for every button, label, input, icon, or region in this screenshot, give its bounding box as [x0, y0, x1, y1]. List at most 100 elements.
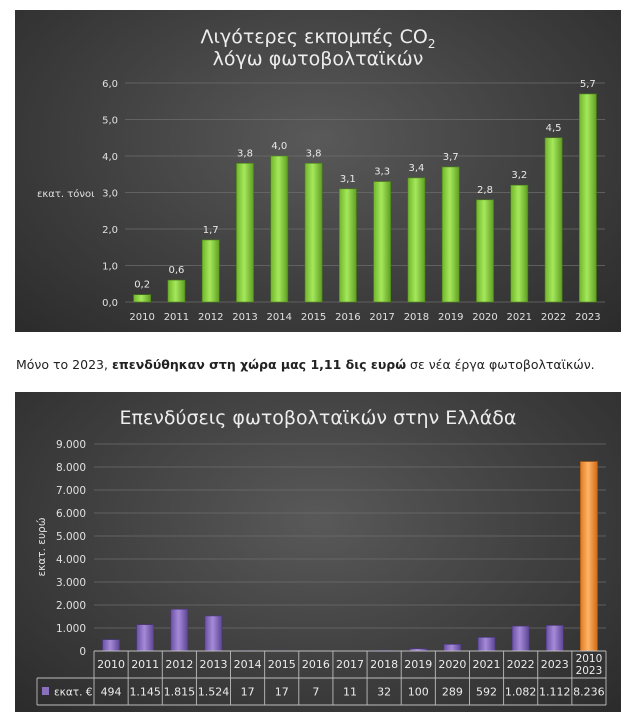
bar	[201, 239, 220, 303]
x-tick-label: 2013	[199, 658, 227, 671]
x-tick-label: 2019	[404, 658, 432, 671]
bar	[476, 199, 494, 303]
caption-before: Μόνο το 2023,	[16, 357, 112, 372]
bar	[167, 279, 186, 303]
x-tick-label: 2012	[198, 312, 223, 323]
table-value: 289	[442, 686, 463, 699]
table-value: 494	[101, 686, 122, 699]
y-tick-label: 6.000	[56, 508, 86, 520]
x-tick-label: 2018	[404, 312, 429, 323]
y-tick-label: 0	[79, 646, 86, 658]
bar	[204, 615, 223, 652]
y-tick-label: 2.000	[56, 600, 86, 612]
bar	[170, 608, 189, 652]
data-label: 0,6	[168, 265, 184, 276]
y-axis-label: εκατ. τόνοι	[37, 188, 95, 200]
bar	[477, 637, 496, 652]
data-label: 3,1	[340, 174, 356, 185]
y-tick-label: 5.000	[56, 531, 86, 543]
table-value: 11	[343, 686, 357, 699]
table-value: 8.236	[573, 686, 605, 699]
bar	[511, 625, 530, 652]
table-value: 1.145	[129, 686, 161, 699]
y-tick-label: 9.000	[56, 439, 86, 451]
data-label: 3,7	[443, 152, 459, 163]
chart-title-line2: λόγω φωτοβολταϊκών	[213, 48, 424, 70]
bar	[443, 644, 462, 652]
caption-text: Μόνο το 2023, επενδύθηκαν στη χώρα μας 1…	[16, 357, 595, 372]
data-label: 0,2	[134, 280, 150, 291]
bar	[136, 624, 155, 652]
bar	[441, 166, 460, 303]
caption-bold: επενδύθηκαν στη χώρα μας 1,11 δις ευρώ	[111, 357, 407, 372]
y-tick-label: 4,0	[102, 152, 118, 163]
table-value: 1.524	[198, 686, 230, 699]
y-tick-label: 5,0	[102, 116, 118, 127]
x-tick-label: 2020	[438, 658, 466, 671]
bar-total	[580, 461, 598, 652]
x-tick-label: 2016	[302, 658, 330, 671]
bar	[578, 93, 597, 303]
co2-chart: Λιγότερες εκπομπές CO2 λόγω φωτοβολταϊκών…	[15, 10, 621, 332]
y-tick-label: 1,0	[102, 262, 118, 273]
x-tick-label: 2017	[369, 312, 394, 323]
table-value: 1.112	[539, 686, 571, 699]
x-tick-label: 2015	[301, 312, 326, 323]
bar	[338, 188, 357, 303]
data-label: 1,7	[203, 225, 219, 236]
bar	[270, 155, 289, 303]
chart-title: Λιγότερες εκπομπές CO2	[201, 26, 436, 51]
chart-title: Επενδύσεις φωτοβολταϊκών στην Ελλάδα	[120, 407, 517, 429]
data-label: 2,8	[477, 185, 493, 196]
table-value: 17	[241, 686, 255, 699]
table-value: 7	[312, 686, 319, 699]
legend-key	[42, 687, 49, 695]
y-tick-label: 2,0	[102, 225, 118, 236]
x-tick-label: 2010	[97, 658, 125, 671]
y-axis-label: εκατ. ευρώ	[36, 517, 48, 576]
x-tick-label: 2012	[165, 658, 193, 671]
x-tick-label: 2016	[335, 312, 360, 323]
data-label: 3,3	[374, 167, 390, 178]
x-tick-label: 2013	[232, 312, 257, 323]
x-tick-label: 2021	[507, 312, 532, 323]
data-label: 3,8	[306, 148, 322, 159]
x-tick-label: 2014	[234, 658, 262, 671]
bar	[304, 163, 323, 303]
bar	[102, 639, 120, 652]
bar	[544, 137, 563, 303]
investment-chart-svg: Επενδύσεις φωτοβολταϊκών στην Ελλάδα 0 1.0…	[36, 407, 607, 706]
y-tick-label: 4.000	[56, 554, 86, 566]
table-value: 592	[476, 686, 497, 699]
x-tick-label: 2023	[541, 658, 569, 671]
x-tick-label: 2023	[575, 312, 600, 323]
x-tick-label: 2015	[268, 658, 296, 671]
y-tick-label: 3,0	[102, 189, 118, 200]
y-tick-label: 7.000	[56, 485, 86, 497]
x-tick-label: 2014	[267, 312, 292, 323]
y-tick-label: 6,0	[102, 79, 118, 90]
table-row-label: εκατ. €	[54, 687, 92, 699]
caption-after: σε νέα έργα φωτοβολταϊκών.	[406, 357, 595, 372]
y-tick-label: 8.000	[56, 462, 86, 474]
bar	[407, 177, 426, 303]
data-label: 3,2	[511, 170, 527, 181]
x-tick-label: 2017	[336, 658, 364, 671]
x-tick-label: 2023	[576, 665, 603, 677]
data-label: 3,4	[408, 163, 424, 174]
y-tick-label: 0,0	[102, 298, 118, 309]
data-label: 5,7	[580, 79, 596, 90]
x-tick-label: 2020	[472, 312, 497, 323]
bar	[133, 294, 152, 303]
x-tick-label: 2018	[370, 658, 398, 671]
investment-chart: Επενδύσεις φωτοβολταϊκών στην Ελλάδα 0 1.0…	[15, 392, 621, 712]
y-tick-label: 3.000	[56, 577, 86, 589]
table-value: 1.082	[505, 686, 537, 699]
bar	[510, 184, 529, 303]
table-value: 32	[377, 686, 391, 699]
x-tick-label: 2010	[576, 653, 603, 665]
y-tick-label: 1.000	[56, 623, 86, 635]
x-tick-label: 2021	[473, 658, 501, 671]
table-value: 1.815	[164, 686, 196, 699]
data-label: 4,0	[271, 141, 287, 152]
